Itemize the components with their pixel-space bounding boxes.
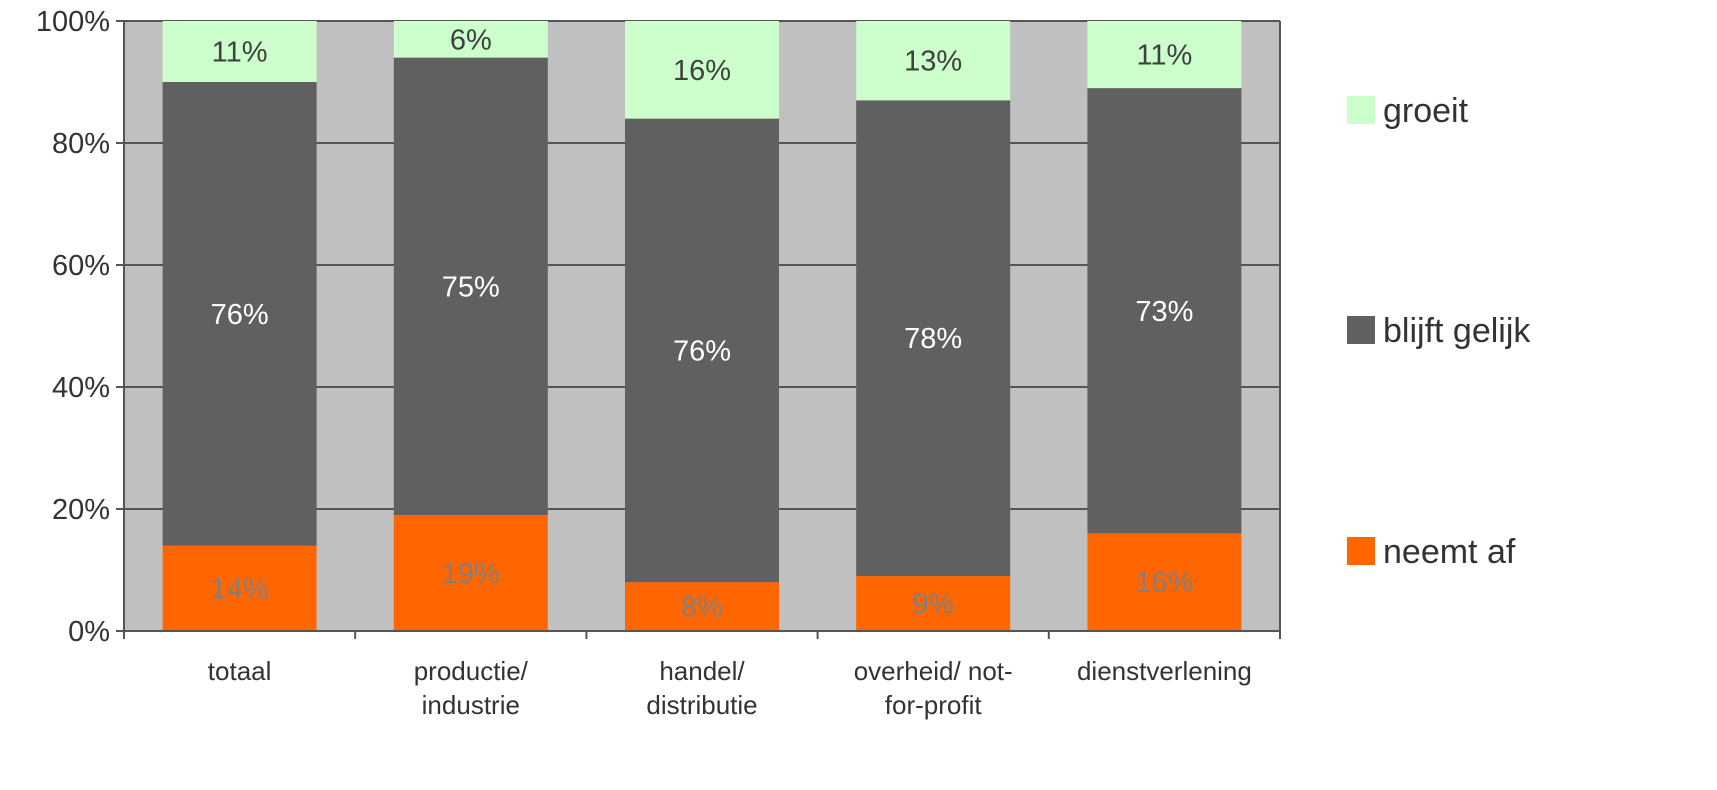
bar-segment-groeit xyxy=(856,21,1011,101)
bar-segment-blijft-gelijk xyxy=(625,118,779,583)
y-tick-label: 20% xyxy=(52,494,110,526)
legend: groeit blijft gelijk neemt af xyxy=(1347,92,1531,571)
data-label: 8% xyxy=(681,592,723,624)
y-tick-label: 100% xyxy=(36,6,110,38)
bar-segment-neemt-af xyxy=(625,582,779,631)
data-label: 73% xyxy=(1135,296,1193,328)
x-tick-label: totaal xyxy=(208,656,272,686)
bar-segment-neemt-af xyxy=(162,545,317,631)
legend-swatch-groeit xyxy=(1347,96,1375,124)
legend-label: groeit xyxy=(1383,92,1469,130)
x-tick-label: for-profit xyxy=(885,690,983,720)
x-tick-label: overheid/ not- xyxy=(854,656,1013,686)
axes: 0% 20% 40% 60% 80% 100% totaal productie/indust… xyxy=(36,6,1281,720)
bar-segment-blijft-gelijk xyxy=(856,100,1011,577)
x-tick-label: productie/ xyxy=(414,656,529,686)
data-label: 16% xyxy=(673,55,731,87)
bar-segment-blijft-gelijk xyxy=(162,82,317,546)
bar-segment-neemt-af xyxy=(1087,533,1242,631)
legend-swatch-neemt-af xyxy=(1347,537,1375,565)
data-label: 11% xyxy=(1136,40,1192,72)
data-label: 76% xyxy=(673,335,731,367)
data-label: 9% xyxy=(912,589,954,621)
data-label: 14% xyxy=(211,573,269,605)
bar-segment-neemt-af xyxy=(393,515,548,631)
y-tick-label: 0% xyxy=(68,616,110,648)
x-tick-label: distributie xyxy=(646,690,757,720)
y-tick-label: 80% xyxy=(52,128,110,160)
x-tick-label: industrie xyxy=(422,690,520,720)
bar-segment-blijft-gelijk xyxy=(393,57,548,516)
data-label: 76% xyxy=(211,299,269,331)
data-label: 16% xyxy=(1135,567,1193,599)
data-label: 6% xyxy=(450,24,492,56)
bar-segment-groeit xyxy=(162,21,317,82)
bar-segment-groeit xyxy=(1087,21,1242,89)
bar-segment-neemt-af xyxy=(856,576,1011,631)
data-label: 11% xyxy=(212,37,268,69)
x-tick-label: dienstverlening xyxy=(1077,656,1252,686)
legend-swatch-blijft-gelijk xyxy=(1347,316,1375,344)
data-label: 19% xyxy=(442,558,500,590)
data-label: 75% xyxy=(442,271,500,303)
legend-label: neemt af xyxy=(1383,533,1516,571)
y-tick-label: 40% xyxy=(52,372,110,404)
bar-segment-blijft-gelijk xyxy=(1087,88,1242,534)
legend-label: blijft gelijk xyxy=(1383,312,1531,350)
data-label: 13% xyxy=(904,46,962,78)
data-label: 78% xyxy=(904,323,962,355)
plot-area: 14% 76% 11% 19% 75% 6% 8% 76% 16% 9% 78% 13% 16% 73% 1… xyxy=(124,20,1281,632)
y-tick-label: 60% xyxy=(52,250,110,282)
bar-segment-groeit xyxy=(393,21,548,58)
x-tick-label: handel/ xyxy=(659,656,745,686)
bar-segment-groeit xyxy=(625,21,779,119)
